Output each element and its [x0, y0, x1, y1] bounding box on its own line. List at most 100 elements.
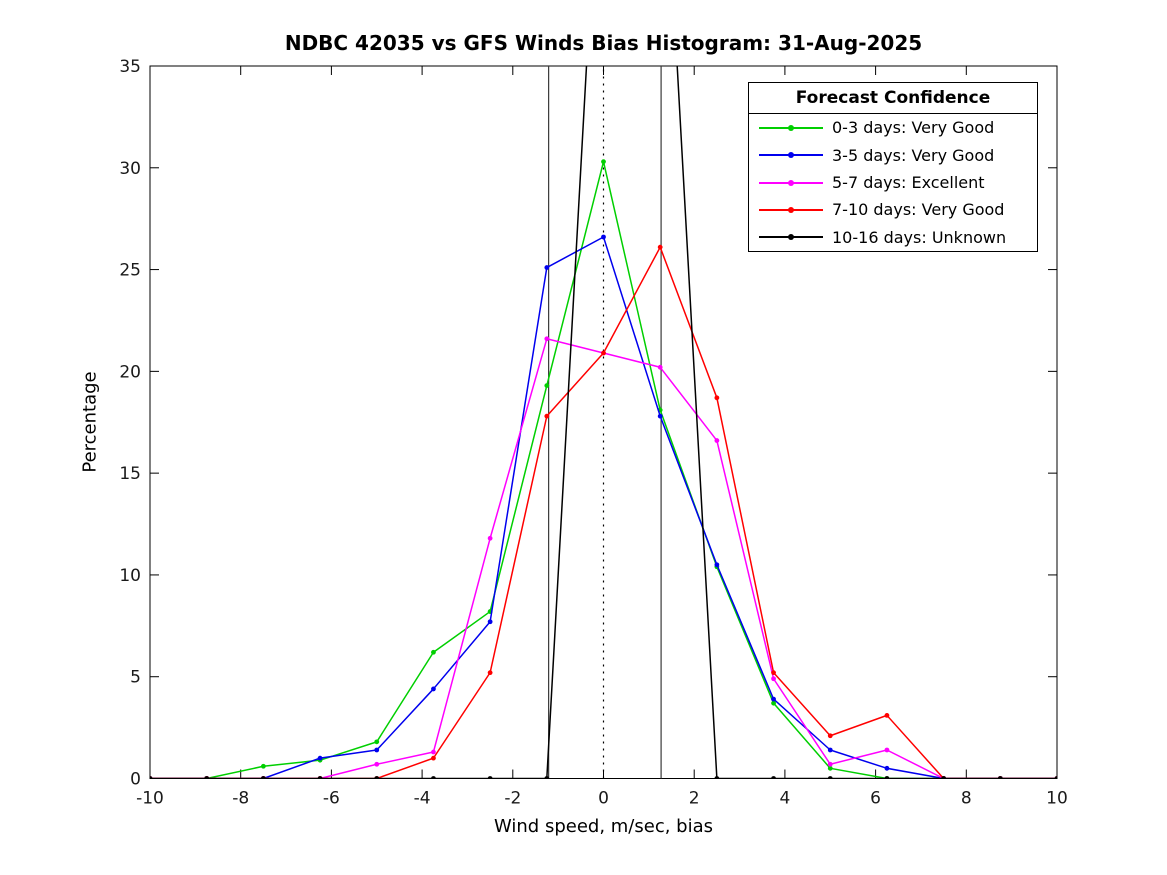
- data-point-marker: [714, 562, 720, 568]
- y-tick-label: 25: [119, 261, 141, 281]
- x-tick-label: 8: [961, 789, 972, 809]
- x-tick-label: 0: [598, 789, 609, 809]
- data-point-marker: [431, 749, 436, 755]
- data-point-marker: [317, 776, 323, 779]
- y-axis-label: Percentage: [79, 371, 101, 473]
- legend-marker-dot-icon: [788, 152, 794, 159]
- data-point-marker: [487, 535, 493, 541]
- legend-marker-dot-icon: [788, 179, 794, 186]
- y-tick-label: 5: [130, 668, 141, 688]
- data-point-marker: [431, 686, 436, 692]
- legend-marker-dot-icon: [788, 234, 794, 241]
- legend: Forecast Confidence 0-3 days: Very Good 3…: [748, 82, 1038, 252]
- x-tick-label: -8: [232, 789, 249, 809]
- data-point-marker: [884, 712, 890, 718]
- data-point-marker: [827, 776, 833, 779]
- data-point-marker: [884, 747, 890, 753]
- legend-entry-label: 5-7 days: Excellent: [832, 173, 985, 193]
- data-point-marker: [657, 244, 663, 250]
- legend-entry-label: 10-16 days: Unknown: [832, 227, 1007, 247]
- data-point-marker: [374, 747, 380, 753]
- data-point-marker: [771, 670, 776, 676]
- legend-line-swatch: [759, 232, 823, 242]
- legend-entry-label: 7-10 days: Very Good: [832, 200, 1005, 220]
- y-tick-label: 35: [119, 57, 141, 77]
- data-point-marker: [374, 761, 380, 767]
- data-point-marker: [997, 776, 1003, 779]
- y-tick-label: 15: [119, 464, 141, 484]
- data-point-marker: [487, 619, 493, 625]
- series-line-3: [150, 246, 1057, 779]
- data-point-marker: [317, 755, 323, 761]
- data-point-marker: [260, 776, 266, 779]
- data-point-marker: [487, 670, 493, 676]
- data-point-marker: [884, 765, 890, 771]
- data-point-marker: [544, 413, 550, 419]
- legend-marker-dot-icon: [788, 124, 794, 131]
- legend-entry: 3-5 days: Very Good: [749, 141, 1037, 168]
- legend-marker-dot-icon: [788, 206, 794, 213]
- x-tick-label: 6: [870, 789, 881, 809]
- series-markers-1: [150, 234, 1057, 779]
- data-point-marker: [601, 159, 606, 165]
- tick-labels: -10 -8 -6 -4 -2 0 2 4 6 8 10 0 5 10 15 20 25 30 35: [119, 57, 1067, 809]
- data-point-marker: [827, 733, 833, 739]
- x-tick-label: -10: [136, 789, 164, 809]
- data-point-marker: [544, 776, 550, 779]
- data-point-marker: [374, 739, 380, 745]
- data-point-marker: [544, 265, 550, 270]
- data-point-marker: [431, 649, 436, 655]
- data-point-marker: [601, 350, 606, 356]
- legend-entry-label: 0-3 days: Very Good: [832, 118, 995, 138]
- data-point-marker: [827, 765, 833, 771]
- legend-entry: 7-10 days: Very Good: [749, 196, 1037, 223]
- data-point-marker: [771, 776, 776, 779]
- data-point-marker: [714, 395, 720, 401]
- data-point-marker: [657, 364, 663, 370]
- y-tick-label: 0: [130, 770, 141, 790]
- data-point-marker: [374, 776, 380, 779]
- data-point-marker: [827, 761, 833, 767]
- x-tick-label: 4: [779, 789, 790, 809]
- series-group: [150, 66, 1057, 779]
- legend-line-swatch: [759, 123, 823, 133]
- data-point-marker: [941, 776, 947, 779]
- legend-entry: 10-16 days: Unknown: [749, 224, 1037, 251]
- data-point-marker: [884, 776, 890, 779]
- data-point-marker: [431, 755, 436, 761]
- x-tick-label: -4: [414, 789, 431, 809]
- legend-title: Forecast Confidence: [749, 83, 1037, 114]
- legend-line-swatch: [759, 178, 823, 188]
- y-tick-label: 30: [119, 159, 141, 179]
- data-point-marker: [714, 438, 720, 443]
- data-point-marker: [204, 776, 210, 779]
- x-tick-label: 2: [689, 789, 700, 809]
- chart-title: NDBC 42035 vs GFS Winds Bias Histogram: …: [284, 31, 923, 55]
- legend-entry: 0-3 days: Very Good: [749, 114, 1037, 141]
- x-axis-label: Wind speed, m/sec, bias: [493, 816, 713, 837]
- data-point-marker: [487, 776, 493, 779]
- y-tick-label: 10: [119, 566, 141, 586]
- data-point-marker: [431, 776, 436, 779]
- legend-entries: 0-3 days: Very Good 3-5 days: Very Good 5-…: [749, 114, 1037, 251]
- data-point-marker: [771, 676, 776, 682]
- legend-line-swatch: [759, 205, 823, 215]
- data-point-marker: [1054, 776, 1057, 779]
- data-point-marker: [601, 234, 606, 240]
- legend-entry-label: 3-5 days: Very Good: [832, 145, 995, 165]
- data-point-marker: [827, 747, 833, 753]
- legend-line-swatch: [759, 150, 823, 160]
- data-point-marker: [544, 383, 550, 389]
- data-point-marker: [544, 336, 550, 342]
- data-point-marker: [260, 763, 266, 769]
- data-point-marker: [150, 776, 153, 779]
- x-tick-label: 10: [1046, 789, 1068, 809]
- data-point-marker: [771, 700, 776, 706]
- legend-entry: 5-7 days: Excellent: [749, 169, 1037, 196]
- data-point-marker: [657, 413, 663, 419]
- x-tick-label: -2: [504, 789, 521, 809]
- series-line-1: [150, 236, 1057, 779]
- series-line-2: [150, 338, 1057, 779]
